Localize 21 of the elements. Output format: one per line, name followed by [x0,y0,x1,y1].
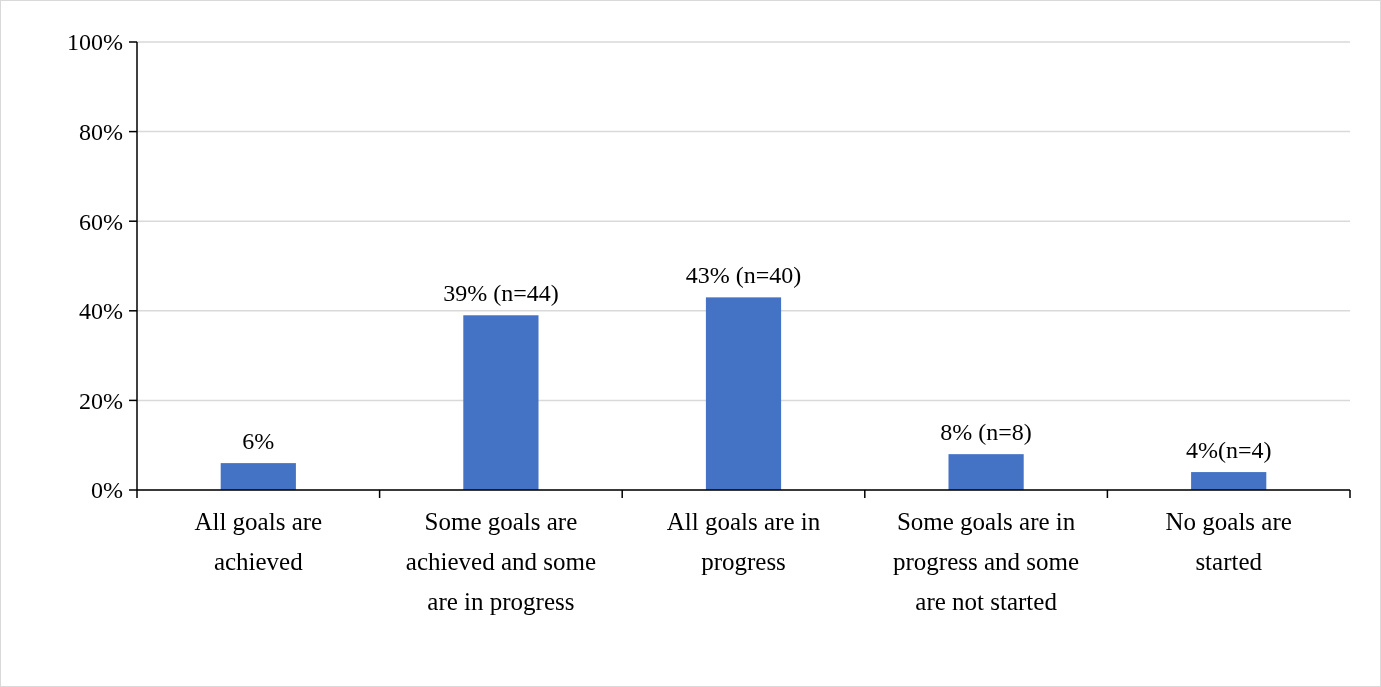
bar [463,315,539,490]
y-tick-label: 100% [67,29,123,56]
y-tick-label: 60% [79,208,123,235]
data-label: 4%(n=4) [1185,437,1272,464]
data-label: 43% (n=40) [685,262,802,289]
data-label: 8% (n=8) [940,419,1032,446]
data-label: 6% [242,428,275,455]
bar [705,297,782,490]
y-tick-label: 80% [79,119,123,145]
x-tick-label: No goals are started [1165,508,1292,575]
y-tick-label: 0% [91,477,123,504]
bar [948,454,1024,490]
x-tick-label: All goals are achieved [194,508,323,575]
y-tick-label: 20% [79,387,123,414]
x-tick-label: Some goals are in progress and some are not started [893,508,1080,615]
data-label: 39% (n=44) [443,280,559,307]
x-tick-label: Some goals are achieved and some are in progress [405,508,596,615]
x-tick-label: All goals are in progress [666,508,821,575]
bar [220,463,296,490]
y-tick-label: 40% [79,298,123,325]
bar [1191,472,1267,490]
